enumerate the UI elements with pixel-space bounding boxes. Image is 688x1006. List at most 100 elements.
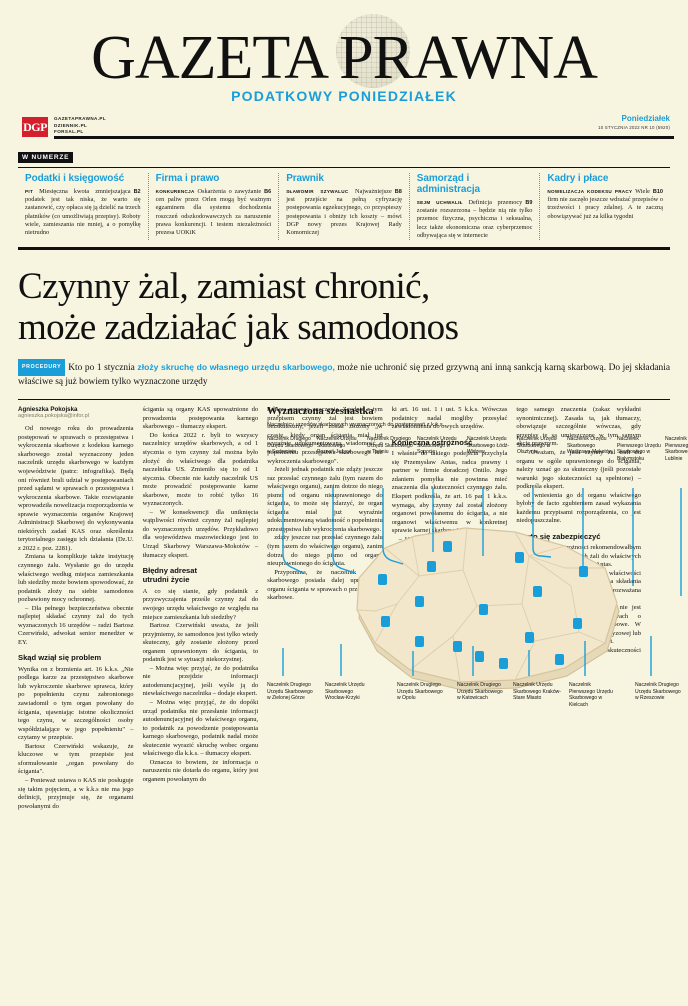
in-issue-page: B6 — [264, 189, 272, 195]
paragraph: od wniesienia go do organu właściwego by… — [516, 491, 641, 525]
map-pin-olsztyn — [515, 552, 524, 564]
paragraph: I właśnie do takiego podejścia przychyla… — [391, 450, 508, 535]
paragraph: zdąży jeszcze raz przesłać czynnego żalu… — [267, 534, 383, 568]
map-pin-szczecin — [378, 574, 387, 586]
paragraph: A co się stanie, gdy podatnik z przyzwyc… — [142, 587, 259, 621]
in-issue-text: B10 NOWELIZACJA KODEKSU PRACY Wiele firm … — [547, 188, 663, 221]
in-issue-kicker: SEJM UCHWALIŁ — [416, 200, 463, 205]
byline-email[interactable]: agnieszka.pokojska@infor.pl — [18, 413, 89, 420]
paragraph: – Można więc przyjąć, że do dopóki urząd… — [142, 698, 259, 758]
map-pin-opole — [453, 641, 462, 653]
office-label-olsztyn: Naczelnik Urzędu Skarbowego w Olsztynie — [517, 436, 557, 456]
paragraph: Oznacza to bowiem, że informacja o narus… — [142, 758, 259, 783]
in-issue-kicker: SŁAWOMIR SZYWALUC — [286, 189, 349, 194]
poland-map-stage: Naczelnik Drugiego Urzędu Skarbowego w S… — [267, 436, 688, 751]
map-pin-kielce — [525, 632, 534, 644]
paragraph: – Ponieważ ustawa o KAS nie posługuje si… — [18, 776, 134, 810]
masthead: GAZETA PRAWNA PODATKOWY PONIEDZIAŁEK — [14, 0, 674, 104]
in-issue-box: Podatki i księgowość B2 PIT Miesięczna kw… — [18, 167, 670, 249]
body-columns: Agnieszka Pokojska agnieszka.pokojska@in… — [18, 406, 670, 1006]
office-label-zielona-gora: Naczelnik Drugiego Urzędu Skarbowego w Z… — [267, 682, 313, 702]
in-issue-title: Firma i prawo — [155, 173, 220, 184]
leader-lines-top — [282, 488, 682, 597]
body-column-1: Agnieszka Pokojska agnieszka.pokojska@in… — [18, 406, 143, 1006]
in-issue-bottom-rule — [18, 248, 670, 251]
office-label-lodz: Naczelnik Urzędu Skarbowego Łódź-Widzew — [467, 436, 510, 456]
masthead-rule — [54, 136, 674, 139]
map-pin-bialystok — [579, 566, 588, 578]
office-label-torun: Naczelnik Drugiego Urzędu Skarbowego w T… — [367, 436, 413, 456]
in-issue-title: Podatki i księgowość — [25, 173, 125, 184]
office-label-szczecin: Naczelnik Drugiego Urzędu Skarbowego w S… — [267, 436, 313, 456]
in-issue-body: Najważniejsze jest przejście na pełną cy… — [286, 188, 402, 237]
paragraph: Bartosz Czerwiński uważa, że jeśli przyj… — [142, 622, 259, 664]
paragraph: Do końca 2022 r. byli to wszyscy naczeln… — [142, 431, 259, 508]
subheading-warto-sie-zabezpieczyc: Warto się zabezpieczyć — [516, 531, 601, 541]
map-region-borders — [356, 528, 606, 683]
paragraph: – Dla pełnego bezpieczeństwa obecnie naj… — [18, 604, 134, 646]
in-issue-kicker: KONKURENCJA — [155, 189, 195, 194]
map-pin-poznan — [415, 596, 424, 608]
map-pin-torun — [427, 561, 436, 573]
in-issue-text: B9 SEJM UCHWALIŁ Definicja przemocy zosta… — [417, 199, 533, 240]
paragraph: Przypomina, że naczelnik urzędu skarbowe… — [267, 568, 383, 602]
lede-paragraph: PROCEDURY Kto po 1 stycznia złoży skruchę… — [18, 359, 670, 390]
issue-weekday: Poniedziałek — [621, 114, 670, 123]
in-issue-body: Definicja przemocy zostanie rozszerzona … — [416, 199, 533, 239]
poland-map — [282, 488, 682, 691]
office-label-wroclaw: Naczelnik Urzędu Skarbowego Wrocław-Krzy… — [325, 682, 365, 702]
body-column-2: ścigania są organy KAS upoważnione do pr… — [143, 406, 268, 1006]
issue-date-number: 10 STYCZNIA 2022 NR 10 (5920) — [598, 125, 670, 130]
in-issue-page: B9 — [525, 200, 533, 206]
lede-post: może nie uchronić się przed grzywną ani … — [18, 363, 671, 388]
paragraph: – W konsekwencji dla uniknięcia wątpliwo… — [142, 508, 259, 559]
in-issue-column-prawnik[interactable]: Prawnik B8 SŁAWOMIR SZYWALUC Najważniejsz… — [278, 173, 409, 241]
in-issue-column-firma[interactable]: Firma i prawo B6 KONKURENCJA Oskarżenia o… — [147, 173, 279, 241]
in-issue-title: Samorząd i administracja — [416, 173, 480, 195]
in-issue-kicker: PIT — [25, 189, 34, 194]
logo-strip: DGP GAZETAPRAWNA.PL DZIENNIK.PL FORSAL.P… — [14, 114, 674, 146]
headline-line-1: Czynny żal, zamiast chronić, — [18, 266, 430, 308]
masthead-title: GAZETA PRAWNA — [91, 24, 598, 92]
paragraph: Zmiana ta komplikuje także instytucję cz… — [18, 553, 134, 604]
headline-line-2: może zadziałać jak samodonos — [18, 307, 459, 349]
office-label-rzeszow: Naczelnik Drugiego Urzędu Skarbowego w R… — [635, 682, 681, 702]
paragraph: Bartosz Czerwiński wskazuje, że kluczowe… — [18, 742, 134, 776]
in-issue-title: Kadry i płace — [547, 173, 609, 184]
in-issue-body: Miesięczna kwota zmniejszająca podatek j… — [25, 188, 141, 237]
globe-icon — [336, 14, 410, 88]
office-label-warszawa: Naczelnik Urzędu Skarbowego Warszawa-Mok… — [567, 436, 613, 456]
in-issue-tag: W NUMERZE — [18, 152, 74, 163]
lede-rule — [18, 399, 670, 401]
office-label-lublin: Naczelnik Pierwszego Urzędu Skarbowego w… — [665, 436, 688, 462]
infographic-subtitle: Naczelnicy urzędów skarbowych wyznaczony… — [267, 422, 445, 429]
in-issue-body: Wiele firm nie zaczęło jeszcze wdrażać p… — [547, 188, 663, 220]
map-pin-lublin — [573, 618, 582, 630]
in-issue-column-kadry[interactable]: Kadry i płace B10 NOWELIZACJA KODEKSU PRA… — [539, 173, 670, 241]
office-label-kielce: Naczelnik Pierwszego Urzędu Skarbowego w… — [569, 682, 613, 708]
in-issue-text: B8 SŁAWOMIR SZYWALUC Najważniejsze jest p… — [286, 188, 402, 237]
in-issue-column-podatki[interactable]: Podatki i księgowość B2 PIT Miesięczna kw… — [18, 173, 148, 240]
masthead-subtitle: PODATKOWY PONIEDZIAŁEK — [231, 88, 457, 104]
subheading-konieczna-ostroznosc: Konieczna ostrożność — [391, 437, 473, 447]
paragraph: Wynika on z brzmienia art. 16 k.k.s. „Ni… — [18, 665, 134, 742]
subheading-bledny-adresat: Błędny adresat utrudni życie — [142, 566, 198, 585]
in-issue-body: Oskarżenia o zawyżanie cen paliw przez O… — [155, 188, 272, 237]
map-pin-sopot — [443, 541, 452, 553]
leader-lines-bottom — [282, 636, 652, 677]
paragraph: ki art. 16 ust. 1 i ust. 5 k.k.s. Wówcza… — [391, 406, 508, 431]
paragraph: nabiera nowego znaczenia. Zgodnie z tym … — [267, 406, 383, 465]
paragraph: – Uważam, że jeśli czynny żal trafi do o… — [516, 448, 641, 491]
lede-wrapper: PROCEDURY Kto po 1 stycznia złoży skruchę… — [18, 359, 670, 390]
office-label-opole: Naczelnik Drugiego Urzędu Skarbowego w O… — [397, 682, 443, 702]
paragraph: Jeżeli jednak podatnik nie zdąży jeszcze… — [267, 466, 383, 533]
article-body: Agnieszka Pokojska agnieszka.pokojska@in… — [18, 406, 688, 1006]
lede-pre: Kto po 1 stycznia — [68, 363, 138, 374]
map-pin-wroclaw — [415, 636, 424, 648]
lede-category-badge: PROCEDURY — [18, 359, 66, 377]
map-pin-rzeszow — [555, 654, 564, 666]
dgp-logo[interactable]: DGP — [22, 117, 48, 137]
in-issue-column-samorzad[interactable]: Samorząd i administracja B9 SEJM UCHWALIŁ… — [408, 173, 540, 241]
in-issue-page: B10 — [652, 189, 663, 195]
in-issue-text: B2 PIT Miesięczna kwota zmniejszająca pod… — [25, 188, 141, 237]
